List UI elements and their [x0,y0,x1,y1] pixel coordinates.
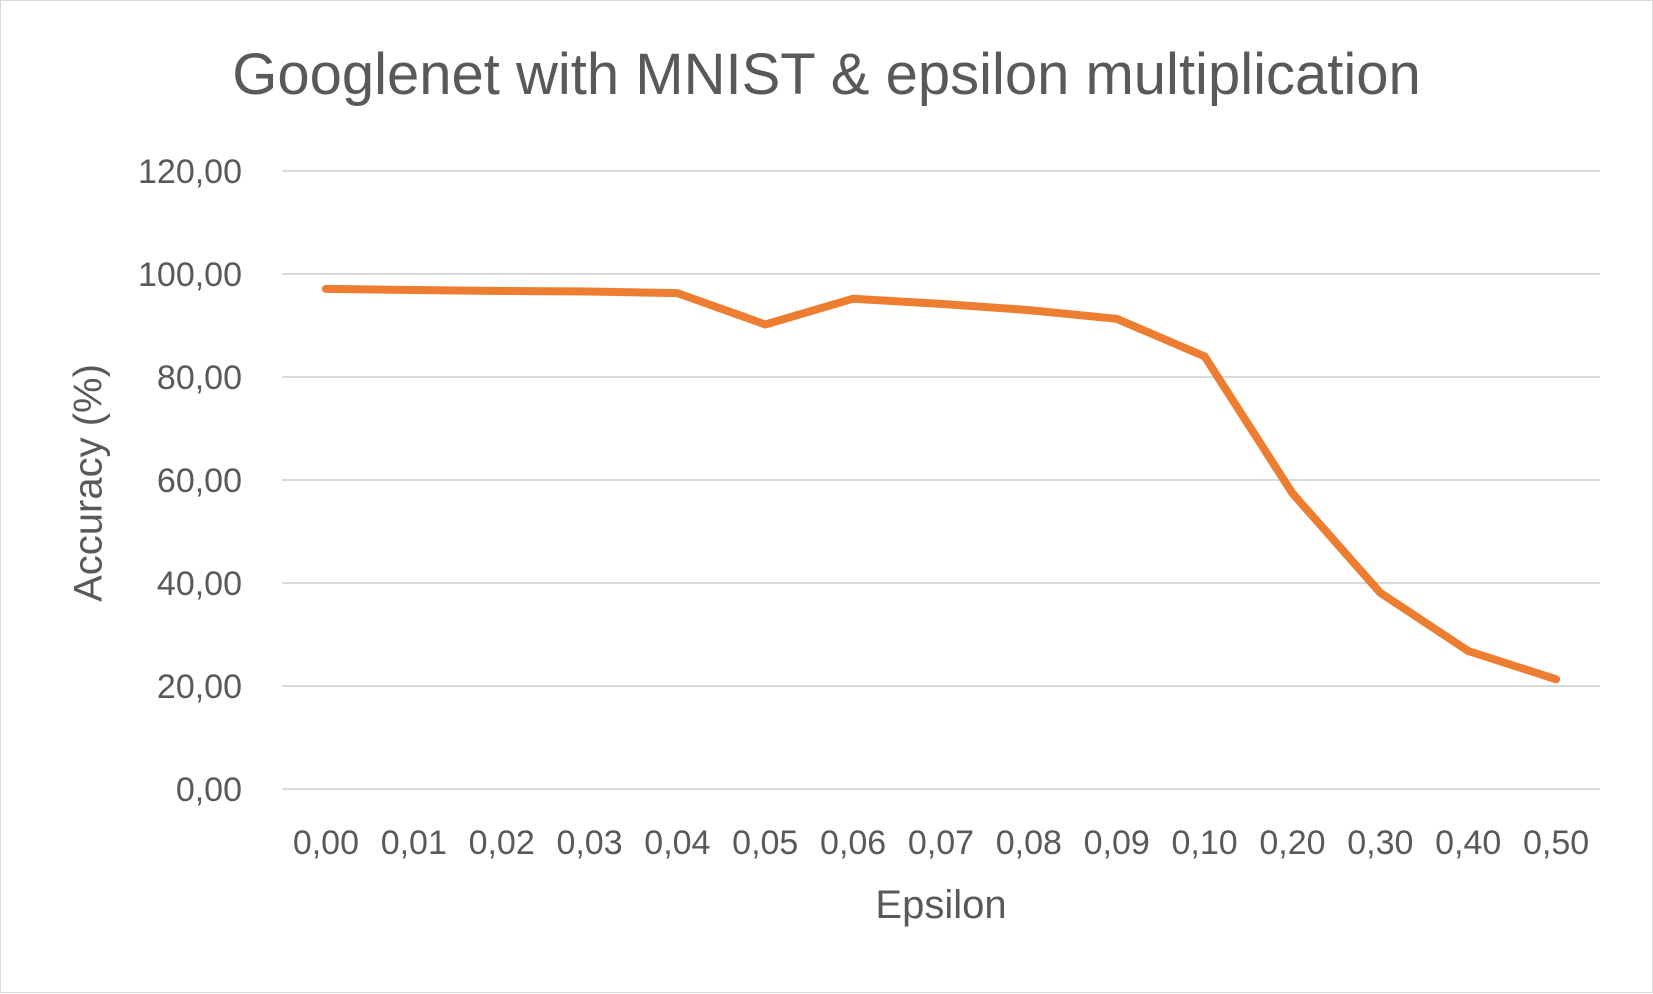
x-tick-label: 0,03 [556,824,622,862]
x-tick-label: 0,05 [732,824,798,862]
x-tick-label: 0,06 [820,824,886,862]
x-tick-label: 0,30 [1347,824,1413,862]
y-tick-label: 0,00 [176,771,242,809]
x-tick-label: 0,20 [1259,824,1325,862]
y-tick-label: 100,00 [138,256,242,294]
x-tick-label: 0,01 [381,824,447,862]
x-tick-label: 0,50 [1523,824,1589,862]
x-tick-label: 0,40 [1435,824,1501,862]
x-tick-label: 0,02 [469,824,535,862]
x-tick-label: 0,09 [1084,824,1150,862]
x-tick-label: 0,00 [293,824,359,862]
y-tick-label: 60,00 [157,462,242,500]
y-tick-label: 120,00 [138,153,242,191]
x-tick-label: 0,08 [996,824,1062,862]
x-tick-label: 0,10 [1172,824,1238,862]
y-tick-label: 20,00 [157,668,242,706]
x-tick-label: 0,07 [908,824,974,862]
y-tick-label: 40,00 [157,565,242,603]
y-tick-label: 80,00 [157,359,242,397]
series-line [326,289,1556,679]
x-tick-label: 0,04 [644,824,710,862]
